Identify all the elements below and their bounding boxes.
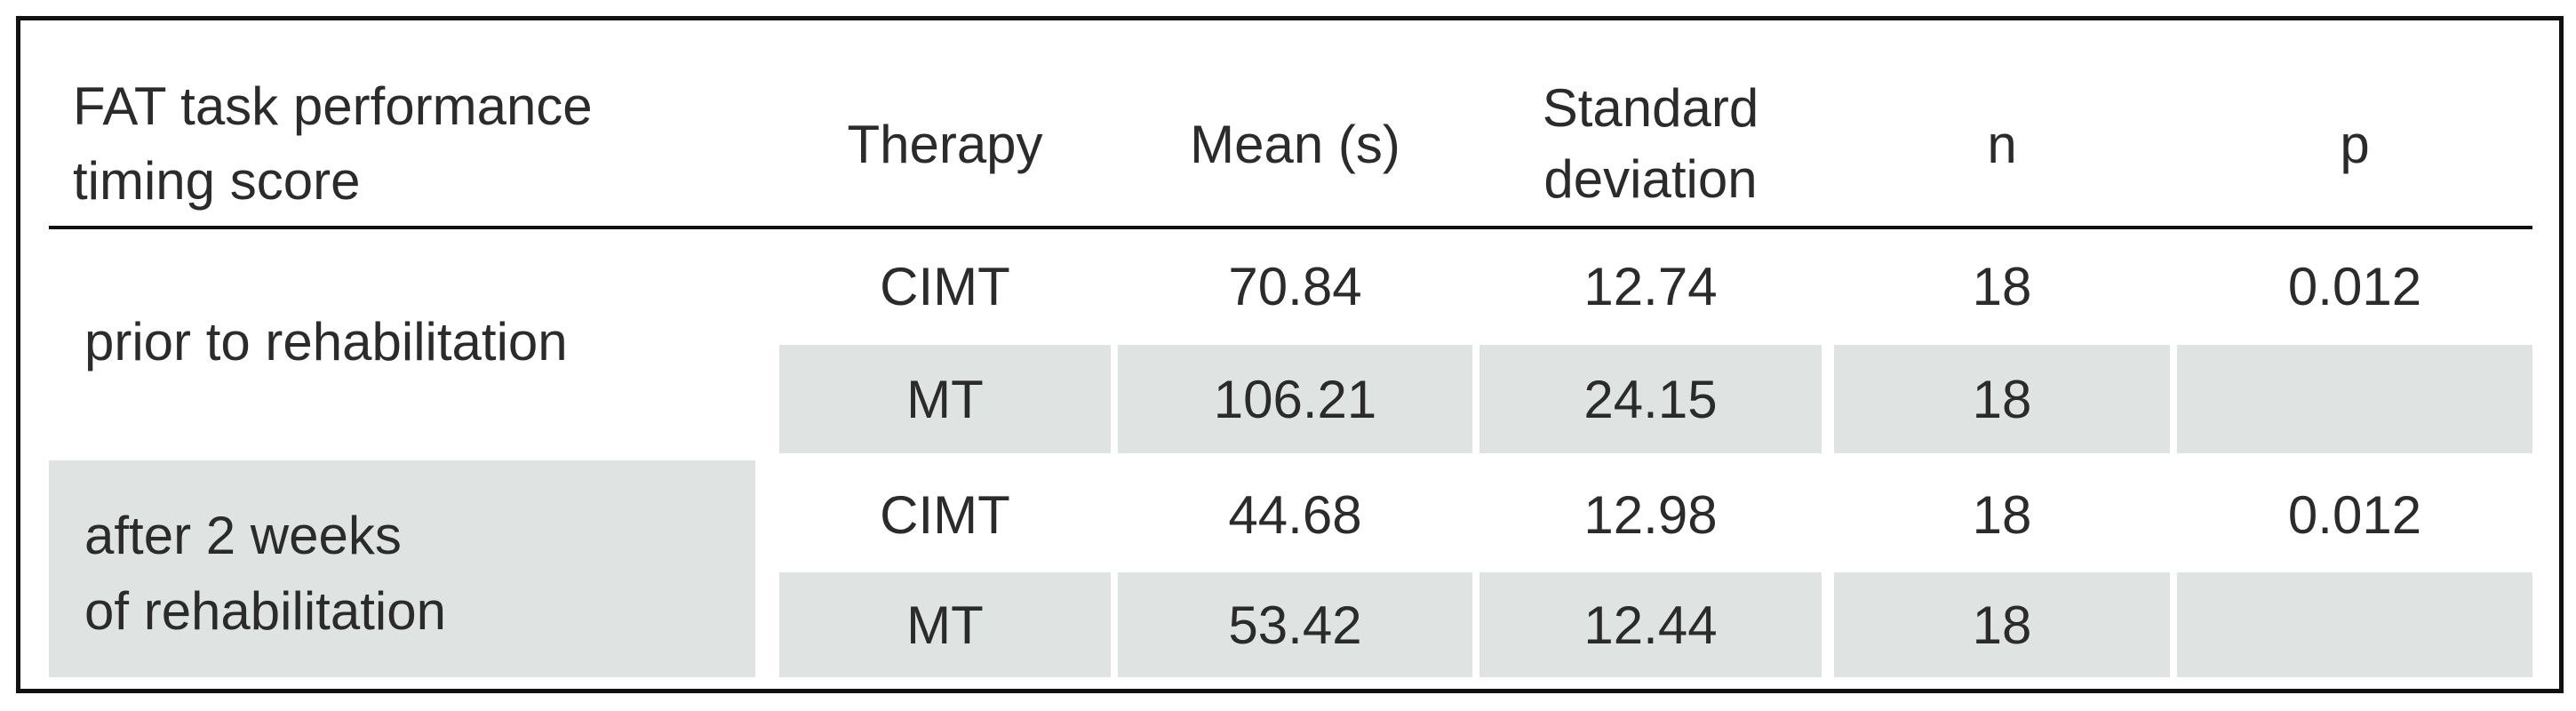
cell-shade xyxy=(1479,345,1822,453)
cell-text: 18 xyxy=(1972,484,2032,545)
header-text: timing score xyxy=(73,151,361,211)
cell-text: 12.44 xyxy=(1583,595,1718,655)
cell-shade xyxy=(1118,572,1472,677)
cell-text: 70.84 xyxy=(1228,257,1362,316)
cell-text: 44.68 xyxy=(1228,484,1362,545)
header-text: p xyxy=(2340,115,2370,174)
cell-text: 18 xyxy=(1972,595,2032,655)
group-label: of rehabilitation xyxy=(84,581,446,641)
cell-text: 18 xyxy=(1972,369,2032,429)
cell-text: 0.012 xyxy=(2287,484,2422,545)
cell-text: 12.74 xyxy=(1583,257,1718,316)
header-text: Standard xyxy=(1542,78,1759,138)
header-text: Therapy xyxy=(847,115,1043,174)
cell-shade xyxy=(779,345,1111,453)
cell-shade xyxy=(2177,345,2532,453)
cell-shade xyxy=(49,460,755,677)
header-text: n xyxy=(1987,115,2017,174)
cell-shade xyxy=(779,572,1111,677)
cell-shade xyxy=(1479,572,1822,677)
cell-text: MT xyxy=(906,369,984,429)
cell-shade xyxy=(1118,345,1472,453)
cell-text: CIMT xyxy=(880,484,1010,545)
cell-text: CIMT xyxy=(880,257,1010,316)
group-label: prior to rehabilitation xyxy=(84,312,568,371)
group-label: after 2 weeks xyxy=(84,506,402,565)
header-rule xyxy=(49,226,2532,229)
cell-text: 18 xyxy=(1972,257,2032,316)
cell-text: 12.98 xyxy=(1583,484,1718,545)
cell-shade xyxy=(2177,572,2532,677)
cell-shade xyxy=(1834,572,2170,677)
header-text: deviation xyxy=(1543,149,1758,209)
table-frame xyxy=(16,16,2564,693)
cell-text: MT xyxy=(906,595,984,655)
cell-text: 24.15 xyxy=(1583,369,1718,429)
cell-text: 0.012 xyxy=(2287,257,2422,316)
cell-text: 53.42 xyxy=(1228,595,1362,655)
header-text: Mean (s) xyxy=(1190,115,1400,174)
cell-shade xyxy=(1834,345,2170,453)
header-text: FAT task performance xyxy=(73,76,593,136)
cell-text: 106.21 xyxy=(1213,369,1377,429)
